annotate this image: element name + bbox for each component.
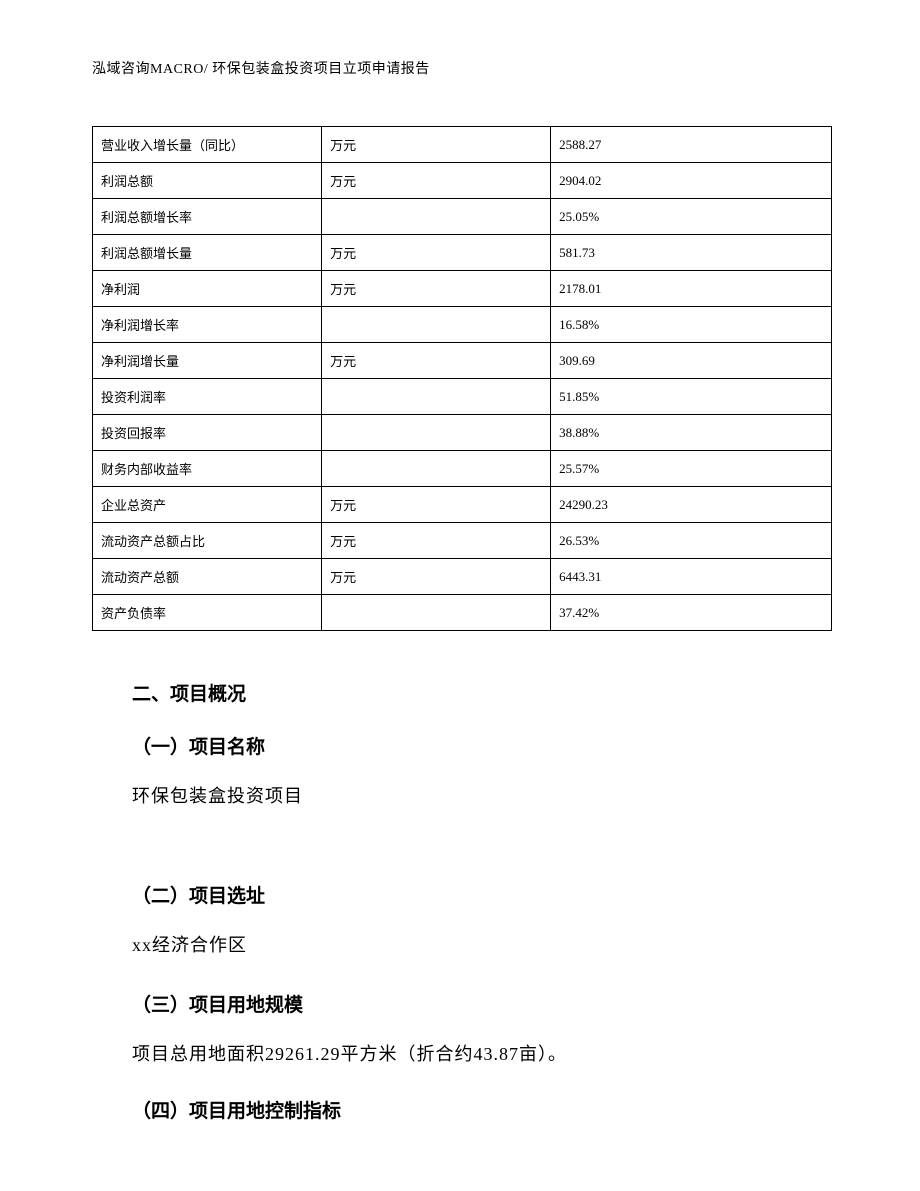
- cell-value: 309.69: [551, 343, 832, 379]
- table-row: 流动资产总额占比 万元 26.53%: [93, 523, 832, 559]
- cell-label: 利润总额增长量: [93, 235, 322, 271]
- body-text-land-scale: 项目总用地面积29261.29平方米（折合约43.87亩）。: [132, 1037, 822, 1071]
- table-row: 财务内部收益率 25.57%: [93, 451, 832, 487]
- cell-value: 2904.02: [551, 163, 832, 199]
- cell-unit: 万元: [322, 163, 551, 199]
- cell-value: 2588.27: [551, 127, 832, 163]
- cell-value: 16.58%: [551, 307, 832, 343]
- cell-label: 流动资产总额: [93, 559, 322, 595]
- cell-value: 25.05%: [551, 199, 832, 235]
- table-row: 净利润增长量 万元 309.69: [93, 343, 832, 379]
- sub-heading-land-control: （四）项目用地控制指标: [132, 1096, 822, 1123]
- body-text-project-location: xx经济合作区: [132, 928, 822, 962]
- cell-value: 581.73: [551, 235, 832, 271]
- cell-unit: [322, 451, 551, 487]
- cell-label: 利润总额: [93, 163, 322, 199]
- cell-unit: 万元: [322, 487, 551, 523]
- table-row: 净利润 万元 2178.01: [93, 271, 832, 307]
- table-row: 资产负债率 37.42%: [93, 595, 832, 631]
- cell-label: 净利润增长率: [93, 307, 322, 343]
- cell-label: 企业总资产: [93, 487, 322, 523]
- cell-label: 投资利润率: [93, 379, 322, 415]
- cell-unit: 万元: [322, 235, 551, 271]
- cell-unit: 万元: [322, 559, 551, 595]
- table-row: 流动资产总额 万元 6443.31: [93, 559, 832, 595]
- cell-unit: [322, 379, 551, 415]
- table-row: 投资回报率 38.88%: [93, 415, 832, 451]
- cell-value: 51.85%: [551, 379, 832, 415]
- cell-value: 25.57%: [551, 451, 832, 487]
- cell-unit: 万元: [322, 343, 551, 379]
- content-section: 二、项目概况 （一）项目名称 环保包装盒投资项目 （二）项目选址 xx经济合作区…: [92, 679, 832, 1123]
- cell-unit: 万元: [322, 523, 551, 559]
- cell-unit: 万元: [322, 271, 551, 307]
- cell-value: 26.53%: [551, 523, 832, 559]
- cell-value: 38.88%: [551, 415, 832, 451]
- cell-unit: [322, 307, 551, 343]
- cell-label: 流动资产总额占比: [93, 523, 322, 559]
- cell-label: 投资回报率: [93, 415, 322, 451]
- body-text-project-name: 环保包装盒投资项目: [132, 779, 822, 813]
- cell-unit: [322, 199, 551, 235]
- cell-value: 6443.31: [551, 559, 832, 595]
- table-body: 营业收入增长量（同比） 万元 2588.27 利润总额 万元 2904.02 利…: [93, 127, 832, 631]
- sub-heading-project-name: （一）项目名称: [132, 732, 822, 759]
- cell-unit: 万元: [322, 127, 551, 163]
- cell-label: 资产负债率: [93, 595, 322, 631]
- sub-heading-land-scale: （三）项目用地规模: [132, 990, 822, 1017]
- cell-value: 37.42%: [551, 595, 832, 631]
- cell-label: 财务内部收益率: [93, 451, 322, 487]
- sub-heading-project-location: （二）项目选址: [132, 881, 822, 908]
- table-row: 企业总资产 万元 24290.23: [93, 487, 832, 523]
- page-header: 泓域咨询MACRO/ 环保包装盒投资项目立项申请报告: [92, 58, 832, 78]
- cell-label: 利润总额增长率: [93, 199, 322, 235]
- cell-value: 2178.01: [551, 271, 832, 307]
- table-row: 利润总额增长率 25.05%: [93, 199, 832, 235]
- cell-label: 净利润: [93, 271, 322, 307]
- financial-table: 营业收入增长量（同比） 万元 2588.27 利润总额 万元 2904.02 利…: [92, 126, 832, 631]
- table-row: 净利润增长率 16.58%: [93, 307, 832, 343]
- table-row: 营业收入增长量（同比） 万元 2588.27: [93, 127, 832, 163]
- table-row: 投资利润率 51.85%: [93, 379, 832, 415]
- cell-unit: [322, 415, 551, 451]
- section-heading-overview: 二、项目概况: [132, 679, 822, 706]
- table-row: 利润总额 万元 2904.02: [93, 163, 832, 199]
- cell-unit: [322, 595, 551, 631]
- cell-value: 24290.23: [551, 487, 832, 523]
- cell-label: 净利润增长量: [93, 343, 322, 379]
- cell-label: 营业收入增长量（同比）: [93, 127, 322, 163]
- table-row: 利润总额增长量 万元 581.73: [93, 235, 832, 271]
